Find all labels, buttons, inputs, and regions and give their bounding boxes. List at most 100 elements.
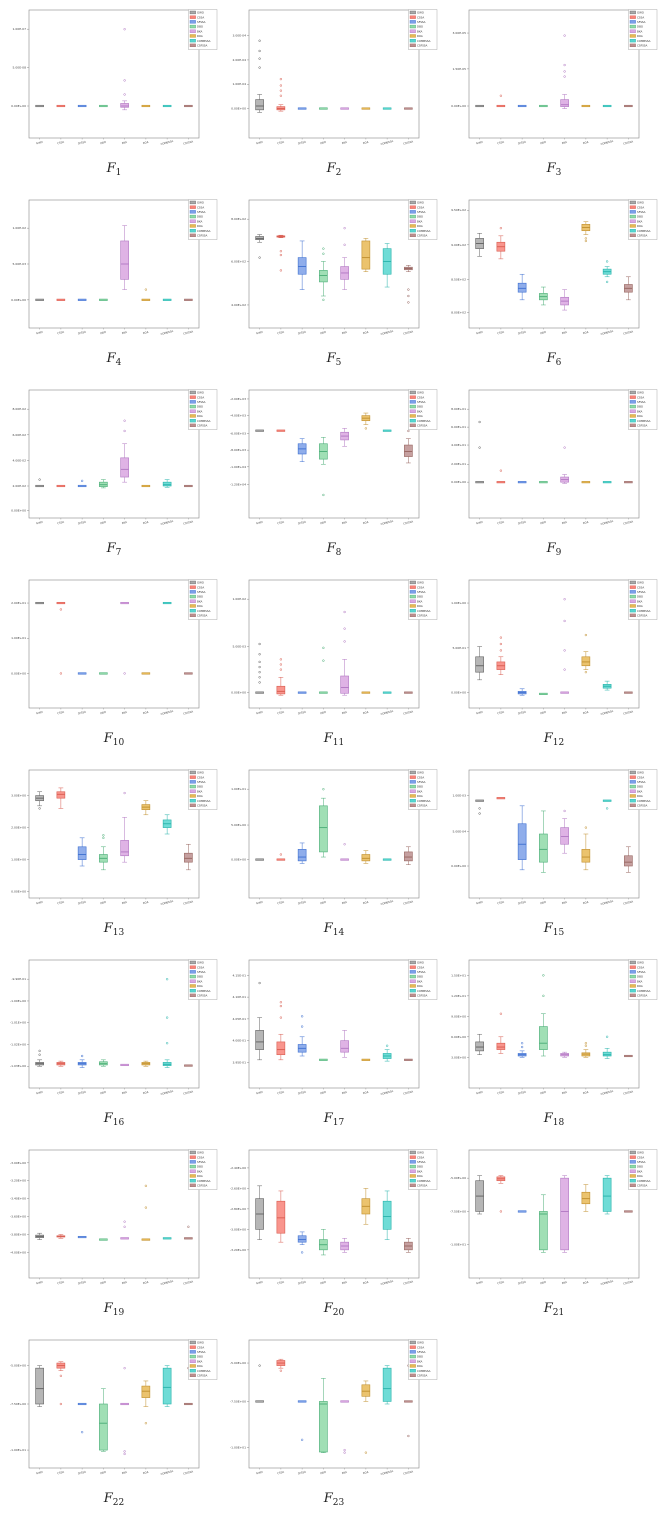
- legend-label-COMBSSA: COMBSSA: [197, 1179, 211, 1183]
- box-SFSSA: [517, 481, 526, 484]
- box-ROA: [581, 826, 590, 871]
- legend-label-ROA: ROA: [417, 1174, 423, 1178]
- x-tick-label: ROA: [142, 520, 149, 525]
- box-CSFSSA: [184, 484, 193, 488]
- box-CSSA: [496, 1012, 505, 1054]
- legend-label-GWO: GWO: [637, 961, 644, 965]
- legend-label-SFSSA: SFSSA: [637, 210, 646, 214]
- legend-label-COMBSSA: COMBSSA: [417, 229, 431, 233]
- outlier-point: [258, 660, 261, 664]
- legend-swatch-BKA: [189, 1169, 196, 1173]
- legend-label-COMBSSA: COMBSSA: [637, 609, 651, 613]
- axes-frame: [468, 389, 639, 519]
- x-tick-label: SFSSA: [77, 710, 86, 716]
- y-tick-label: -5.00E+00: [230, 1361, 246, 1365]
- y-tick-label: -4.00E+03: [230, 414, 246, 418]
- y-tick-label: -1.00E+04: [230, 465, 246, 469]
- x-tick-label: CSFSSA: [622, 1279, 633, 1285]
- box-SFSSA: [77, 1402, 87, 1434]
- box-BKA: [559, 289, 569, 311]
- box-SFSSA: [77, 1054, 87, 1068]
- legend-swatch-COMBSSA: [409, 229, 416, 233]
- axes-frame: [248, 1339, 420, 1469]
- outlier-point: [322, 493, 325, 497]
- legend-label-DBO: DBO: [197, 1355, 203, 1359]
- box-CSFSSA: [404, 1058, 413, 1061]
- outlier-point: [343, 227, 346, 230]
- x-tick-label: SFSSA: [297, 140, 306, 146]
- box-GWO: [35, 1049, 44, 1067]
- outlier-point: [258, 66, 261, 69]
- legend-label-CSFSSA: CSFSSA: [417, 44, 428, 48]
- box-SFSSA: [77, 837, 87, 867]
- axes-frame: [28, 959, 200, 1089]
- x-tick-label: SFSSA: [297, 900, 306, 906]
- x-tick-label: COMBSSA: [380, 1469, 394, 1476]
- legend-label-BKA: BKA: [417, 409, 423, 413]
- legend-swatch-CSSA: [189, 1155, 196, 1159]
- legend-swatch-CSSA: [629, 395, 636, 399]
- x-tick-label: GWO: [475, 520, 482, 525]
- x-tick-label: DBO: [320, 520, 327, 525]
- x-tick-label: DBO: [320, 900, 327, 905]
- legend-swatch-DBO: [409, 1164, 416, 1169]
- legend-label-CSFSSA: CSFSSA: [197, 234, 208, 238]
- y-tick-label: -2.80E+00: [230, 1207, 246, 1211]
- outlier-point: [300, 1251, 304, 1254]
- legend-swatch-BKA: [189, 219, 196, 223]
- y-tick-label: -9.90E-01: [11, 977, 26, 981]
- legend-swatch-CSFSSA: [629, 613, 636, 618]
- y-tick-label: -3.00E+00: [10, 1161, 26, 1165]
- legend-swatch-COMBSSA: [189, 609, 196, 613]
- box-COMBSSA: [602, 1035, 611, 1059]
- axes-frame: [468, 1149, 639, 1279]
- caption-F1: F1: [106, 161, 122, 178]
- legend-label-CSSA: CSSA: [637, 965, 644, 969]
- outlier-point: [343, 610, 346, 614]
- legend-swatch-CSSA: [629, 775, 636, 779]
- box-COMBSSA: [382, 1190, 392, 1240]
- y-tick-label: -8.00E+03: [230, 448, 246, 452]
- box-SFSSA: [517, 1042, 526, 1058]
- box-CSSA: [496, 1175, 505, 1213]
- x-tick-label: CSFSSA: [622, 709, 633, 715]
- legend-swatch-GWO: [189, 770, 196, 775]
- y-tick-label: -1.00E+00: [10, 999, 26, 1003]
- x-tick-label: SFSSA: [297, 330, 306, 336]
- outlier-point: [258, 49, 261, 53]
- legend-swatch-GWO: [629, 960, 636, 965]
- outlier-point: [258, 681, 261, 684]
- legend-swatch-ROA: [409, 1364, 416, 1368]
- y-tick-label: 2.00E+01: [11, 601, 26, 605]
- legend-label-ROA: ROA: [197, 1364, 203, 1368]
- legend-swatch-DBO: [409, 594, 416, 599]
- legend-label-CSFSSA: CSFSSA: [417, 1184, 428, 1188]
- x-tick-label: BKA: [561, 900, 567, 905]
- x-tick-label: ROA: [582, 1280, 589, 1285]
- legend-label-GWO: GWO: [637, 771, 644, 775]
- x-tick-label: ROA: [362, 330, 369, 335]
- x-tick-label: GWO: [256, 900, 263, 905]
- y-tick-label: -6.00E+03: [230, 432, 246, 436]
- legend-label-COMBSSA: COMBSSA: [417, 419, 431, 423]
- y-tick-label: 4.00E+02: [231, 303, 246, 307]
- x-tick-label: DBO: [320, 140, 327, 145]
- boxplot-F20: -2.40E+00 -2.60E+00 -2.80E+00 -3.00E+00 -3.2…: [230, 1149, 438, 1318]
- outlier-point: [477, 807, 481, 810]
- box-GWO: [474, 646, 484, 681]
- box-GWO: [35, 104, 44, 108]
- x-tick-label: SFSSA: [77, 900, 86, 906]
- legend-swatch-ROA: [629, 1174, 636, 1178]
- x-tick-label: BKA: [561, 710, 567, 715]
- x-tick-label: CSSA: [496, 1280, 504, 1286]
- legend-swatch-SFSSA: [629, 590, 636, 594]
- y-tick-label: 2.00E+01: [451, 462, 466, 466]
- x-tick-label: ROA: [362, 1090, 369, 1095]
- legend-label-CSSA: CSSA: [637, 585, 644, 589]
